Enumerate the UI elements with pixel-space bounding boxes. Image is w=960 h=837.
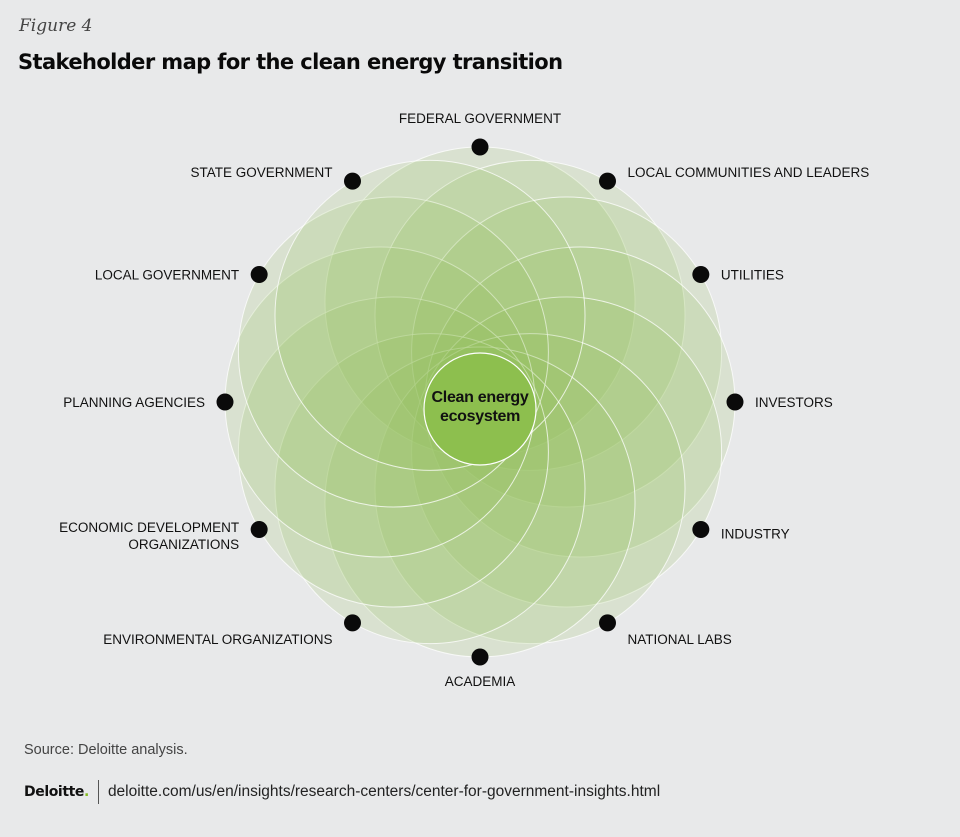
center-label: Clean energy ecosystem <box>432 389 529 425</box>
stakeholder-label: STATE GOVERNMENT <box>190 165 332 180</box>
stakeholder-label: PLANNING AGENCIES <box>63 395 205 410</box>
footer-url[interactable]: deloitte.com/us/en/insights/research-cen… <box>107 783 661 800</box>
stakeholder-dot <box>250 266 268 283</box>
stakeholder-label-line: ENVIRONMENTAL ORGANIZATIONS <box>103 632 332 647</box>
stakeholder-dot <box>216 393 234 411</box>
stakeholder-label: NATIONAL LABS <box>628 632 732 647</box>
footer-divider <box>97 780 99 804</box>
stakeholder-node: LOCAL GOVERNMENT <box>95 266 268 283</box>
stakeholder-label: ENVIRONMENTAL ORGANIZATIONS <box>103 632 332 647</box>
stakeholder-label: FEDERAL GOVERNMENT <box>399 111 561 126</box>
stakeholder-dot <box>692 521 710 538</box>
stakeholder-label-line: LOCAL COMMUNITIES AND LEADERS <box>628 165 870 180</box>
stakeholder-label: UTILITIES <box>721 268 784 283</box>
stakeholder-label-line: STATE GOVERNMENT <box>190 165 332 180</box>
stakeholder-label-line: PLANNING AGENCIES <box>63 395 205 410</box>
petal-circles <box>224 146 736 658</box>
stakeholder-node: NATIONAL LABS <box>599 614 732 647</box>
stakeholder-dot <box>726 393 744 411</box>
stakeholder-nodes: FEDERAL GOVERNMENT LOCAL COMMUNITIES AND … <box>59 111 869 689</box>
figure-label: Figure 4 <box>19 16 93 36</box>
stakeholder-dot <box>471 648 489 666</box>
stakeholder-dot <box>250 521 268 538</box>
stakeholder-label: ACADEMIA <box>445 674 516 689</box>
stakeholder-node: ECONOMIC DEVELOPMENT ORGANIZATIONS <box>59 520 268 552</box>
stakeholder-label: LOCAL COMMUNITIES AND LEADERS <box>628 165 870 180</box>
deloitte-logo: Deloitte. <box>24 784 89 800</box>
footer: Deloitte. deloitte.com/us/en/insights/re… <box>24 780 660 804</box>
stakeholder-label: ECONOMIC DEVELOPMENT ORGANIZATIONS <box>59 520 239 552</box>
stakeholder-label-line: ORGANIZATIONS <box>128 537 239 552</box>
stakeholder-dot <box>344 172 361 190</box>
stakeholder-label: INVESTORS <box>755 395 833 410</box>
stakeholder-label: LOCAL GOVERNMENT <box>95 268 239 283</box>
stakeholder-dot <box>599 614 616 632</box>
stakeholder-node: INDUSTRY <box>692 521 790 542</box>
stakeholder-node: INVESTORS <box>726 393 833 411</box>
center-label-line: ecosystem <box>440 408 520 425</box>
stakeholder-node: LOCAL COMMUNITIES AND LEADERS <box>599 165 869 190</box>
center-label-line: Clean energy <box>432 389 529 406</box>
stakeholder-dot <box>599 172 616 190</box>
stakeholder-dot <box>471 138 489 156</box>
stakeholder-node: STATE GOVERNMENT <box>190 165 361 190</box>
figure-title: Stakeholder map for the clean energy tra… <box>18 50 563 74</box>
stakeholder-label-line: FEDERAL GOVERNMENT <box>399 111 561 126</box>
stakeholder-label-line: ECONOMIC DEVELOPMENT <box>59 520 239 535</box>
stakeholder-label-line: LOCAL GOVERNMENT <box>95 268 239 283</box>
stakeholder-label-line: NATIONAL LABS <box>628 632 732 647</box>
stakeholder-node: ENVIRONMENTAL ORGANIZATIONS <box>103 614 361 647</box>
stakeholder-label-line: INDUSTRY <box>721 527 790 542</box>
stakeholder-dot <box>344 614 361 632</box>
source-note: Source: Deloitte analysis. <box>24 742 188 758</box>
stakeholder-label-line: UTILITIES <box>721 268 784 283</box>
stakeholder-node: PLANNING AGENCIES <box>63 393 234 411</box>
stakeholder-label-line: ACADEMIA <box>445 674 516 689</box>
stakeholder-node: UTILITIES <box>692 266 784 283</box>
stakeholder-dot <box>692 266 710 283</box>
stakeholder-node: FEDERAL GOVERNMENT <box>399 111 561 156</box>
center-circle <box>423 352 537 466</box>
stakeholder-node: ACADEMIA <box>445 648 516 689</box>
stakeholder-label: INDUSTRY <box>721 527 790 542</box>
stakeholder-label-line: INVESTORS <box>755 395 833 410</box>
